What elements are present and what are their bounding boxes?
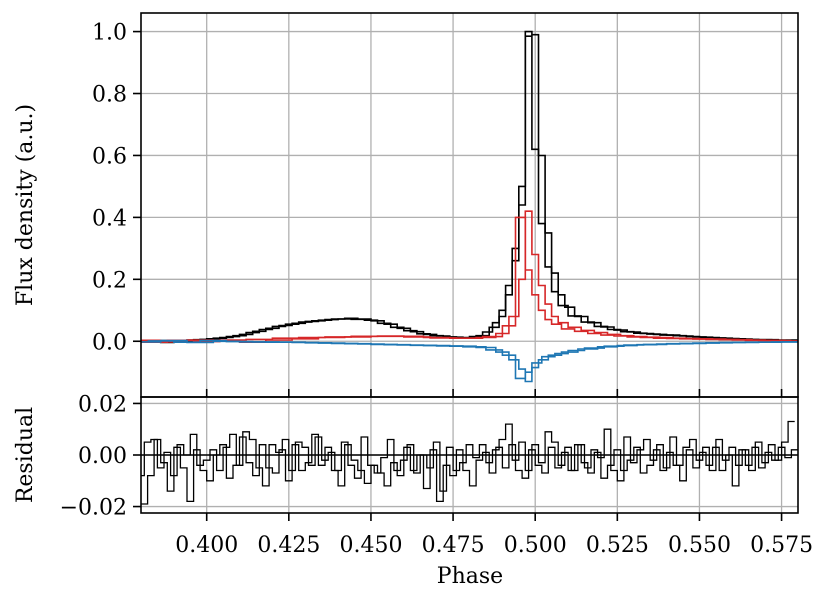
xtick-label: 0.550 [668,533,731,558]
tick-marks-and-labels: 0.0 0.2 0.4 0.6 0.8 1.0 −0.02 0.00 0.02 0.400 0.42… [60,21,813,558]
main-ytick-label: 0.0 [92,330,127,355]
main-ytick-label: 0.8 [92,83,127,108]
main-series-3-line [141,216,798,343]
residual-series-0-line [141,420,795,492]
y-axis-label-main: Flux density (a.u.) [13,104,38,306]
main-series-5-line [147,339,798,380]
xtick-label: 0.400 [175,533,238,558]
xtick-label: 0.450 [339,533,402,558]
main-plot-series [141,30,798,383]
main-ytick-label: 1.0 [92,21,127,46]
main-ytick-label: 0.4 [92,206,127,231]
main-ytick-label: 0.6 [92,144,127,169]
residual-ytick-label: −0.02 [60,496,127,521]
residual-ytick-label: 0.00 [78,444,127,469]
main-plot-grid [141,13,798,397]
xtick-label: 0.525 [586,533,649,558]
residual-ytick-label: 0.02 [78,392,127,417]
main-ytick-label: 0.2 [92,268,127,293]
y-axis-label-residual: Residual [13,407,38,503]
xtick-label: 0.575 [750,533,813,558]
residual-plot-series [141,420,798,505]
residual-series-1-line [141,433,798,505]
xtick-label: 0.500 [504,533,567,558]
xtick-label: 0.425 [257,533,320,558]
main-series-2-line [141,210,792,343]
x-axis-label: Phase [437,564,503,589]
main-series-1-line [147,35,792,344]
xtick-label: 0.475 [422,533,485,558]
